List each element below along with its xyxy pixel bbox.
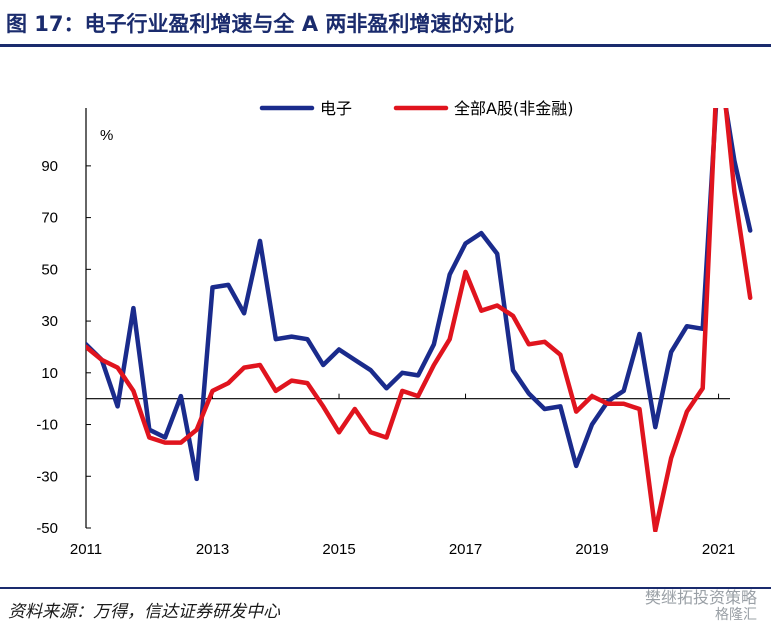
source-note: 资料来源：万得，信达证券研发中心 — [8, 602, 280, 622]
x-tick-label: 2017 — [449, 541, 482, 558]
unit-label: % — [100, 127, 113, 144]
y-tick-label: -10 — [36, 417, 58, 434]
figure-title: 图 17：电子行业盈利增速与全 A 两非盈利增速的对比 — [6, 12, 515, 36]
legend: 电子 全部A股(非金融) — [259, 99, 573, 118]
legend-label: 全部A股(非金融) — [454, 99, 573, 118]
legend-label: 电子 — [320, 99, 352, 118]
y-tick-label: 30 — [41, 313, 58, 330]
x-tick-label: 2011 — [70, 541, 102, 558]
figure-header: 图 17：电子行业盈利增速与全 A 两非盈利增速的对比 — [0, 0, 771, 48]
y-tick-label: 50 — [41, 261, 58, 278]
series-layer — [86, 108, 753, 532]
y-tick-label: 70 — [41, 210, 58, 227]
x-ticks: 2011 2013 2015 2017 2019 2021 — [70, 393, 735, 558]
x-tick-label: 2013 — [196, 541, 229, 558]
x-tick-label: 2021 — [702, 541, 735, 558]
y-tick-label: -30 — [36, 468, 58, 485]
footer-divider — [0, 587, 771, 589]
y-tick-label: -50 — [36, 520, 58, 537]
x-tick-label: 2019 — [575, 541, 608, 558]
y-tick-label: 10 — [41, 365, 58, 382]
series-line-0 — [86, 108, 753, 482]
title-divider — [0, 44, 771, 47]
series-line-1 — [86, 108, 753, 532]
line-chart: 90 70 50 30 10 -10 -30 -50 2011 2013 2015 2017 2019… — [36, 99, 753, 558]
y-tick-label: 90 — [41, 158, 58, 175]
watermark-text: 樊继拓投资策略 — [644, 588, 757, 607]
y-ticks: 90 70 50 30 10 -10 -30 -50 — [36, 158, 91, 537]
watermark-sub-text: 格隆汇 — [715, 607, 757, 623]
x-tick-label: 2015 — [322, 541, 355, 558]
